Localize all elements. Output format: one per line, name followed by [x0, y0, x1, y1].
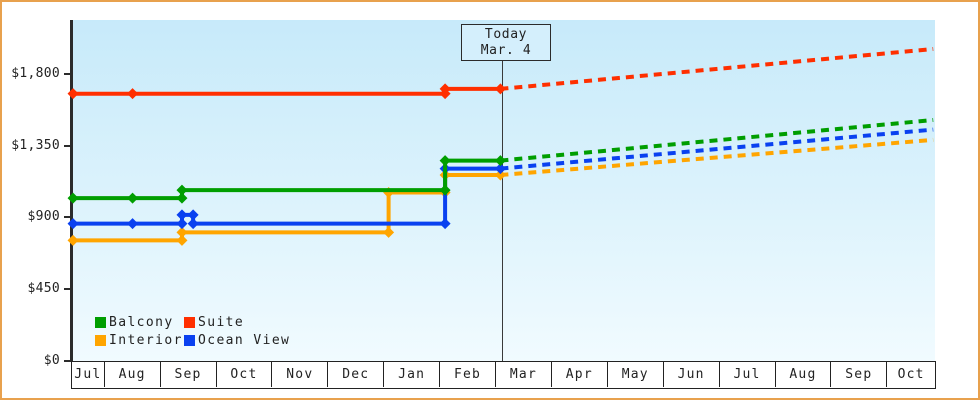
data-point-marker-balcony	[67, 192, 79, 204]
data-point-marker-interior	[494, 169, 506, 181]
interior-color-swatch-icon	[95, 334, 106, 346]
legend-item-balcony: Balcony	[95, 314, 184, 330]
series-line-interior	[73, 173, 501, 243]
today-date: Mar. 4	[480, 43, 532, 58]
x-axis-month-label: May	[606, 362, 663, 387]
data-point-marker-balcony	[127, 192, 139, 204]
legend-row: Balcony Suite	[95, 314, 290, 330]
legend-label-ocean-view: Ocean View	[198, 332, 291, 348]
x-axis-month-label: Sep	[159, 362, 216, 387]
x-axis-month-label: Mar	[495, 362, 551, 387]
data-point-marker-ocean-view	[187, 218, 199, 230]
suite-color-swatch-icon	[184, 316, 195, 328]
data-point-marker-balcony	[494, 155, 506, 167]
data-point-marker-interior	[176, 226, 188, 238]
x-axis-month-label: Feb	[439, 362, 495, 387]
y-axis-tick	[64, 288, 72, 290]
x-axis-month-label: Oct	[215, 362, 272, 387]
x-axis-month-label: Jun	[662, 362, 719, 387]
y-axis-tick-label: $900	[27, 209, 60, 225]
legend: Balcony Suite Interior Ocean View	[95, 314, 291, 352]
data-point-marker-ocean-view	[176, 209, 188, 221]
data-point-marker-balcony	[439, 155, 451, 167]
x-axis-month-label: Oct	[886, 362, 935, 387]
legend-item-suite: Suite	[184, 314, 245, 330]
x-axis-month-label: Jan	[383, 362, 439, 387]
today-label: Today	[484, 27, 528, 42]
x-axis-month-label: Apr	[550, 362, 607, 387]
data-point-marker-interior	[176, 234, 188, 246]
ocean-view-color-swatch-icon	[184, 334, 195, 346]
series-forecast-line-interior	[500, 137, 934, 177]
data-point-marker-ocean-view	[127, 218, 139, 230]
y-axis-tick-label: $1,350	[11, 137, 60, 153]
x-axis-month-label: Dec	[327, 362, 383, 387]
data-point-marker-suite	[127, 88, 139, 100]
series-forecast-line-ocean-view	[500, 127, 934, 171]
x-axis-month-label: Sep	[830, 362, 886, 387]
legend-label-balcony: Balcony	[109, 314, 174, 330]
y-axis-tick	[64, 144, 72, 147]
today-vertical-line	[501, 59, 504, 361]
y-axis-tick-label: $450	[27, 281, 60, 296]
x-axis-month-label: Jul	[74, 367, 102, 382]
x-axis-month-label: Aug	[774, 362, 831, 387]
data-point-marker-ocean-view	[176, 218, 188, 230]
x-axis-month-label: Nov	[271, 362, 327, 387]
y-axis-line	[70, 20, 73, 362]
data-point-marker-balcony	[176, 192, 188, 204]
data-point-marker-suite	[494, 83, 506, 95]
y-axis-tick-label: $1,800	[11, 65, 60, 81]
data-point-marker-ocean-view	[494, 163, 506, 175]
y-axis-tick-label: $0	[43, 352, 60, 368]
data-point-marker-balcony	[439, 184, 451, 196]
data-point-marker-suite	[67, 88, 79, 100]
series-forecast-line-suite	[500, 47, 934, 91]
legend-label-suite: Suite	[198, 314, 245, 330]
x-axis-month-label: Jul	[718, 362, 775, 387]
data-point-marker-balcony	[176, 184, 188, 196]
data-point-marker-suite	[439, 83, 451, 95]
balcony-color-swatch-icon	[95, 316, 106, 328]
y-axis-tick	[64, 359, 72, 362]
today-annotation-box: Today Mar. 4	[461, 24, 551, 61]
x-axis-month-band: Jul Aug Sep Oct Nov Dec Jan Feb Mar Apr May Jun Jul A…	[71, 361, 936, 389]
data-point-marker-ocean-view	[439, 218, 451, 230]
y-axis-tick	[64, 72, 72, 75]
legend-item-interior: Interior	[95, 332, 184, 348]
legend-label-interior: Interior	[109, 332, 183, 348]
data-point-marker-interior	[383, 226, 395, 238]
data-point-marker-interior	[67, 234, 79, 246]
series-forecast-line-balcony	[500, 118, 934, 163]
legend-row: Interior Ocean View	[95, 332, 291, 348]
legend-item-ocean-view: Ocean View	[184, 332, 291, 348]
y-axis-tick	[64, 216, 72, 219]
x-axis-month-label: Aug	[103, 362, 160, 387]
data-point-marker-ocean-view	[187, 209, 199, 221]
data-point-marker-ocean-view	[67, 218, 79, 230]
